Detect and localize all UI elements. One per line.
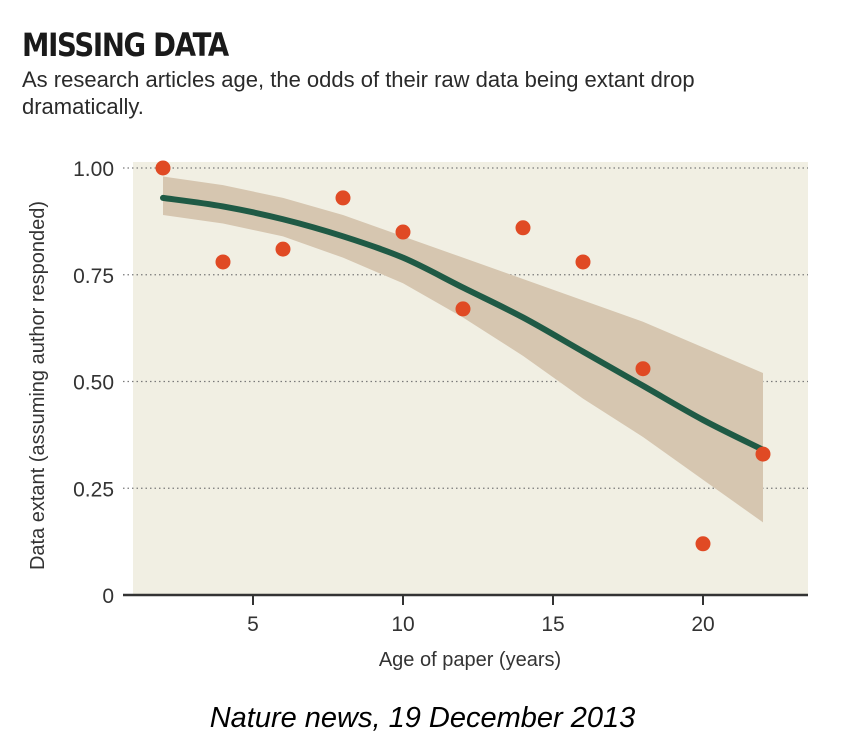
confidence-band [163,176,763,523]
data-point [155,160,171,176]
chart-svg: 5 10 15 20 0 0.25 0.50 0.75 1.00 Age of paper (… [27,158,808,671]
x-axis-label: Age of paper (years) [379,649,561,671]
data-point [755,446,771,462]
chart-subtitle: As research articles age, the odds of th… [22,67,695,119]
data-points [155,160,771,552]
fit-curve [160,194,766,453]
data-point [455,301,471,317]
source-caption: Nature news, 19 December 2013 [209,702,636,734]
y-tick-label: 0.50 [73,372,114,395]
data-point [635,361,651,377]
y-tick-label: 0.75 [73,265,114,288]
data-point [695,536,711,552]
data-point [275,241,291,257]
x-tick-label: 20 [691,613,714,636]
x-tick-label: 15 [541,613,564,636]
data-point [335,190,351,206]
data-point [575,254,591,270]
x-tick-label: 5 [247,613,259,636]
data-point [215,254,231,270]
chart-title: MISSING DATA [22,26,229,64]
x-tick-label: 10 [391,613,414,636]
data-point [395,224,411,240]
y-tick-label: 0.25 [73,478,114,501]
y-ticks: 0 0.25 0.50 0.75 1.00 [73,158,114,608]
data-point [515,220,531,236]
y-tick-label: 0 [102,585,114,608]
x-ticks: 5 10 15 20 [247,595,715,636]
y-axis-label: Data extant (assuming author responded) [27,201,49,570]
y-tick-label: 1.00 [73,158,114,181]
